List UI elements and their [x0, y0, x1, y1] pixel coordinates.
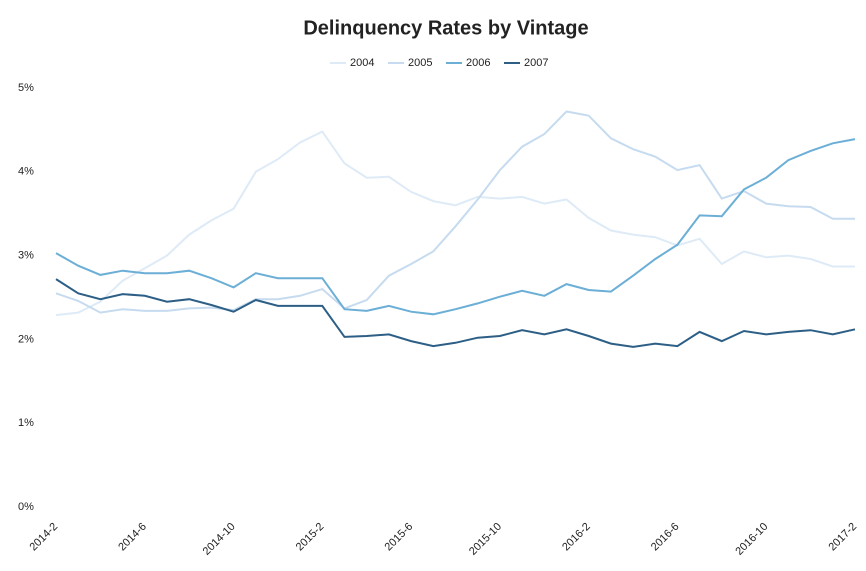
- series-line: [55, 138, 856, 316]
- x-tick-label: 2016-2: [560, 521, 593, 554]
- y-tick-label: 2%: [18, 333, 34, 345]
- series-line: [55, 110, 855, 314]
- x-tick-label: 2015-2: [294, 521, 327, 554]
- x-tick-label: 2016-6: [649, 521, 682, 554]
- legend-label: 2006: [466, 57, 490, 69]
- series-line: [55, 278, 856, 348]
- x-tick-label: 2014-10: [201, 521, 238, 558]
- chart-title: Delinquency Rates by Vintage: [303, 17, 588, 39]
- legend-label: 2005: [408, 57, 432, 69]
- y-tick-label: 4%: [18, 166, 34, 178]
- y-tick-label: 5%: [18, 82, 34, 94]
- y-tick-label: 1%: [18, 417, 34, 429]
- x-tick-label: 2017-2: [826, 521, 859, 554]
- legend-label: 2007: [524, 57, 548, 69]
- x-tick-label: 2015-6: [383, 521, 416, 554]
- legend-label: 2004: [350, 57, 374, 69]
- series-line: [55, 130, 855, 317]
- y-tick-label: 3%: [18, 250, 34, 262]
- x-tick-label: 2014-2: [27, 521, 60, 554]
- x-tick-label: 2015-10: [467, 521, 504, 558]
- x-tick-label: 2016-10: [733, 521, 770, 558]
- x-tick-label: 2014-6: [116, 521, 149, 554]
- y-tick-label: 0%: [18, 501, 34, 513]
